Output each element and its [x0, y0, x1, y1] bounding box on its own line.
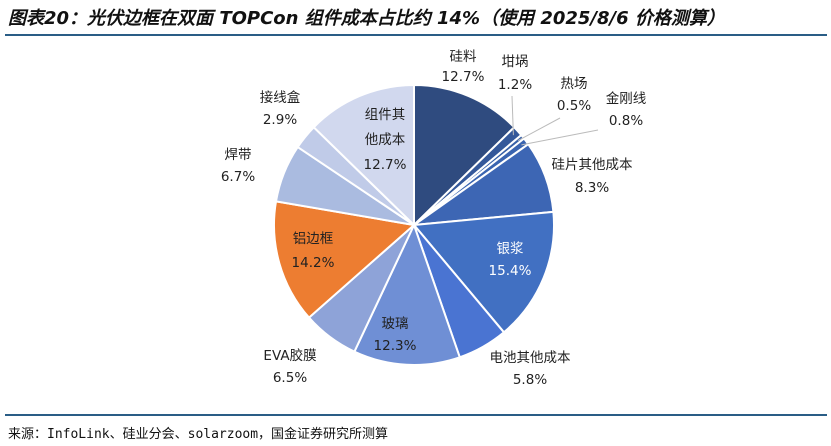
pie-slice-1: [413, 83, 516, 228]
chart-title: 图表20：光伏边框在双面 TOPCon 组件成本占比约 14%（使用 2025/…: [8, 8, 725, 29]
slice-value-label: 8.3%: [574, 180, 610, 196]
slice-name-label: 铝边框: [292, 231, 334, 247]
slice-value-label: 12.3%: [373, 338, 417, 354]
slice-value-label: 0.5%: [556, 98, 592, 114]
slice-name-label: 焊带: [224, 147, 252, 163]
slice-name-label: 玻璃: [381, 316, 409, 332]
slice-value-label: 5.8%: [512, 372, 548, 388]
slice-value-label: 1.2%: [497, 77, 533, 93]
title-divider: [5, 34, 827, 36]
leader-line: [517, 117, 561, 142]
slice-name-label: 电池其他成本: [489, 350, 571, 366]
leader-line: [511, 95, 514, 136]
pie-slice-6: [412, 210, 555, 334]
source-note: 来源：InfoLink、硅业分会、solarzoom，国金证券研究所测算: [8, 427, 389, 442]
slice-value-label: 15.4%: [488, 263, 532, 279]
slice-value-label: 12.7%: [363, 157, 407, 173]
slice-name-label: 金刚线: [605, 91, 647, 107]
slice-value-label: 2.9%: [262, 112, 298, 128]
pie-slice-8: [353, 222, 462, 366]
slice-name-label: 坩埚: [501, 54, 529, 70]
pie-slice-13: [312, 83, 415, 228]
slice-value-label: 0.8%: [608, 113, 644, 129]
slice-value-label: 12.7%: [441, 69, 485, 85]
slice-name-label: 硅料: [449, 49, 477, 65]
slice-value-label: 14.2%: [291, 255, 335, 271]
slice-name-label: EVA胶膜: [263, 348, 317, 364]
source-divider: [5, 414, 827, 416]
leader-line: [521, 129, 599, 146]
slice-value-label: 6.5%: [272, 370, 308, 386]
pie-slice-10: [273, 200, 417, 319]
slice-value-label: 6.7%: [220, 169, 256, 185]
slice-name-label: 银浆: [496, 241, 524, 257]
slice-name-label: 组件其他成本: [364, 107, 406, 148]
slice-name-label: 热场: [560, 76, 588, 92]
slice-name-label: 硅片其他成本: [551, 157, 633, 173]
slice-name-label: 接线盒: [259, 90, 301, 106]
